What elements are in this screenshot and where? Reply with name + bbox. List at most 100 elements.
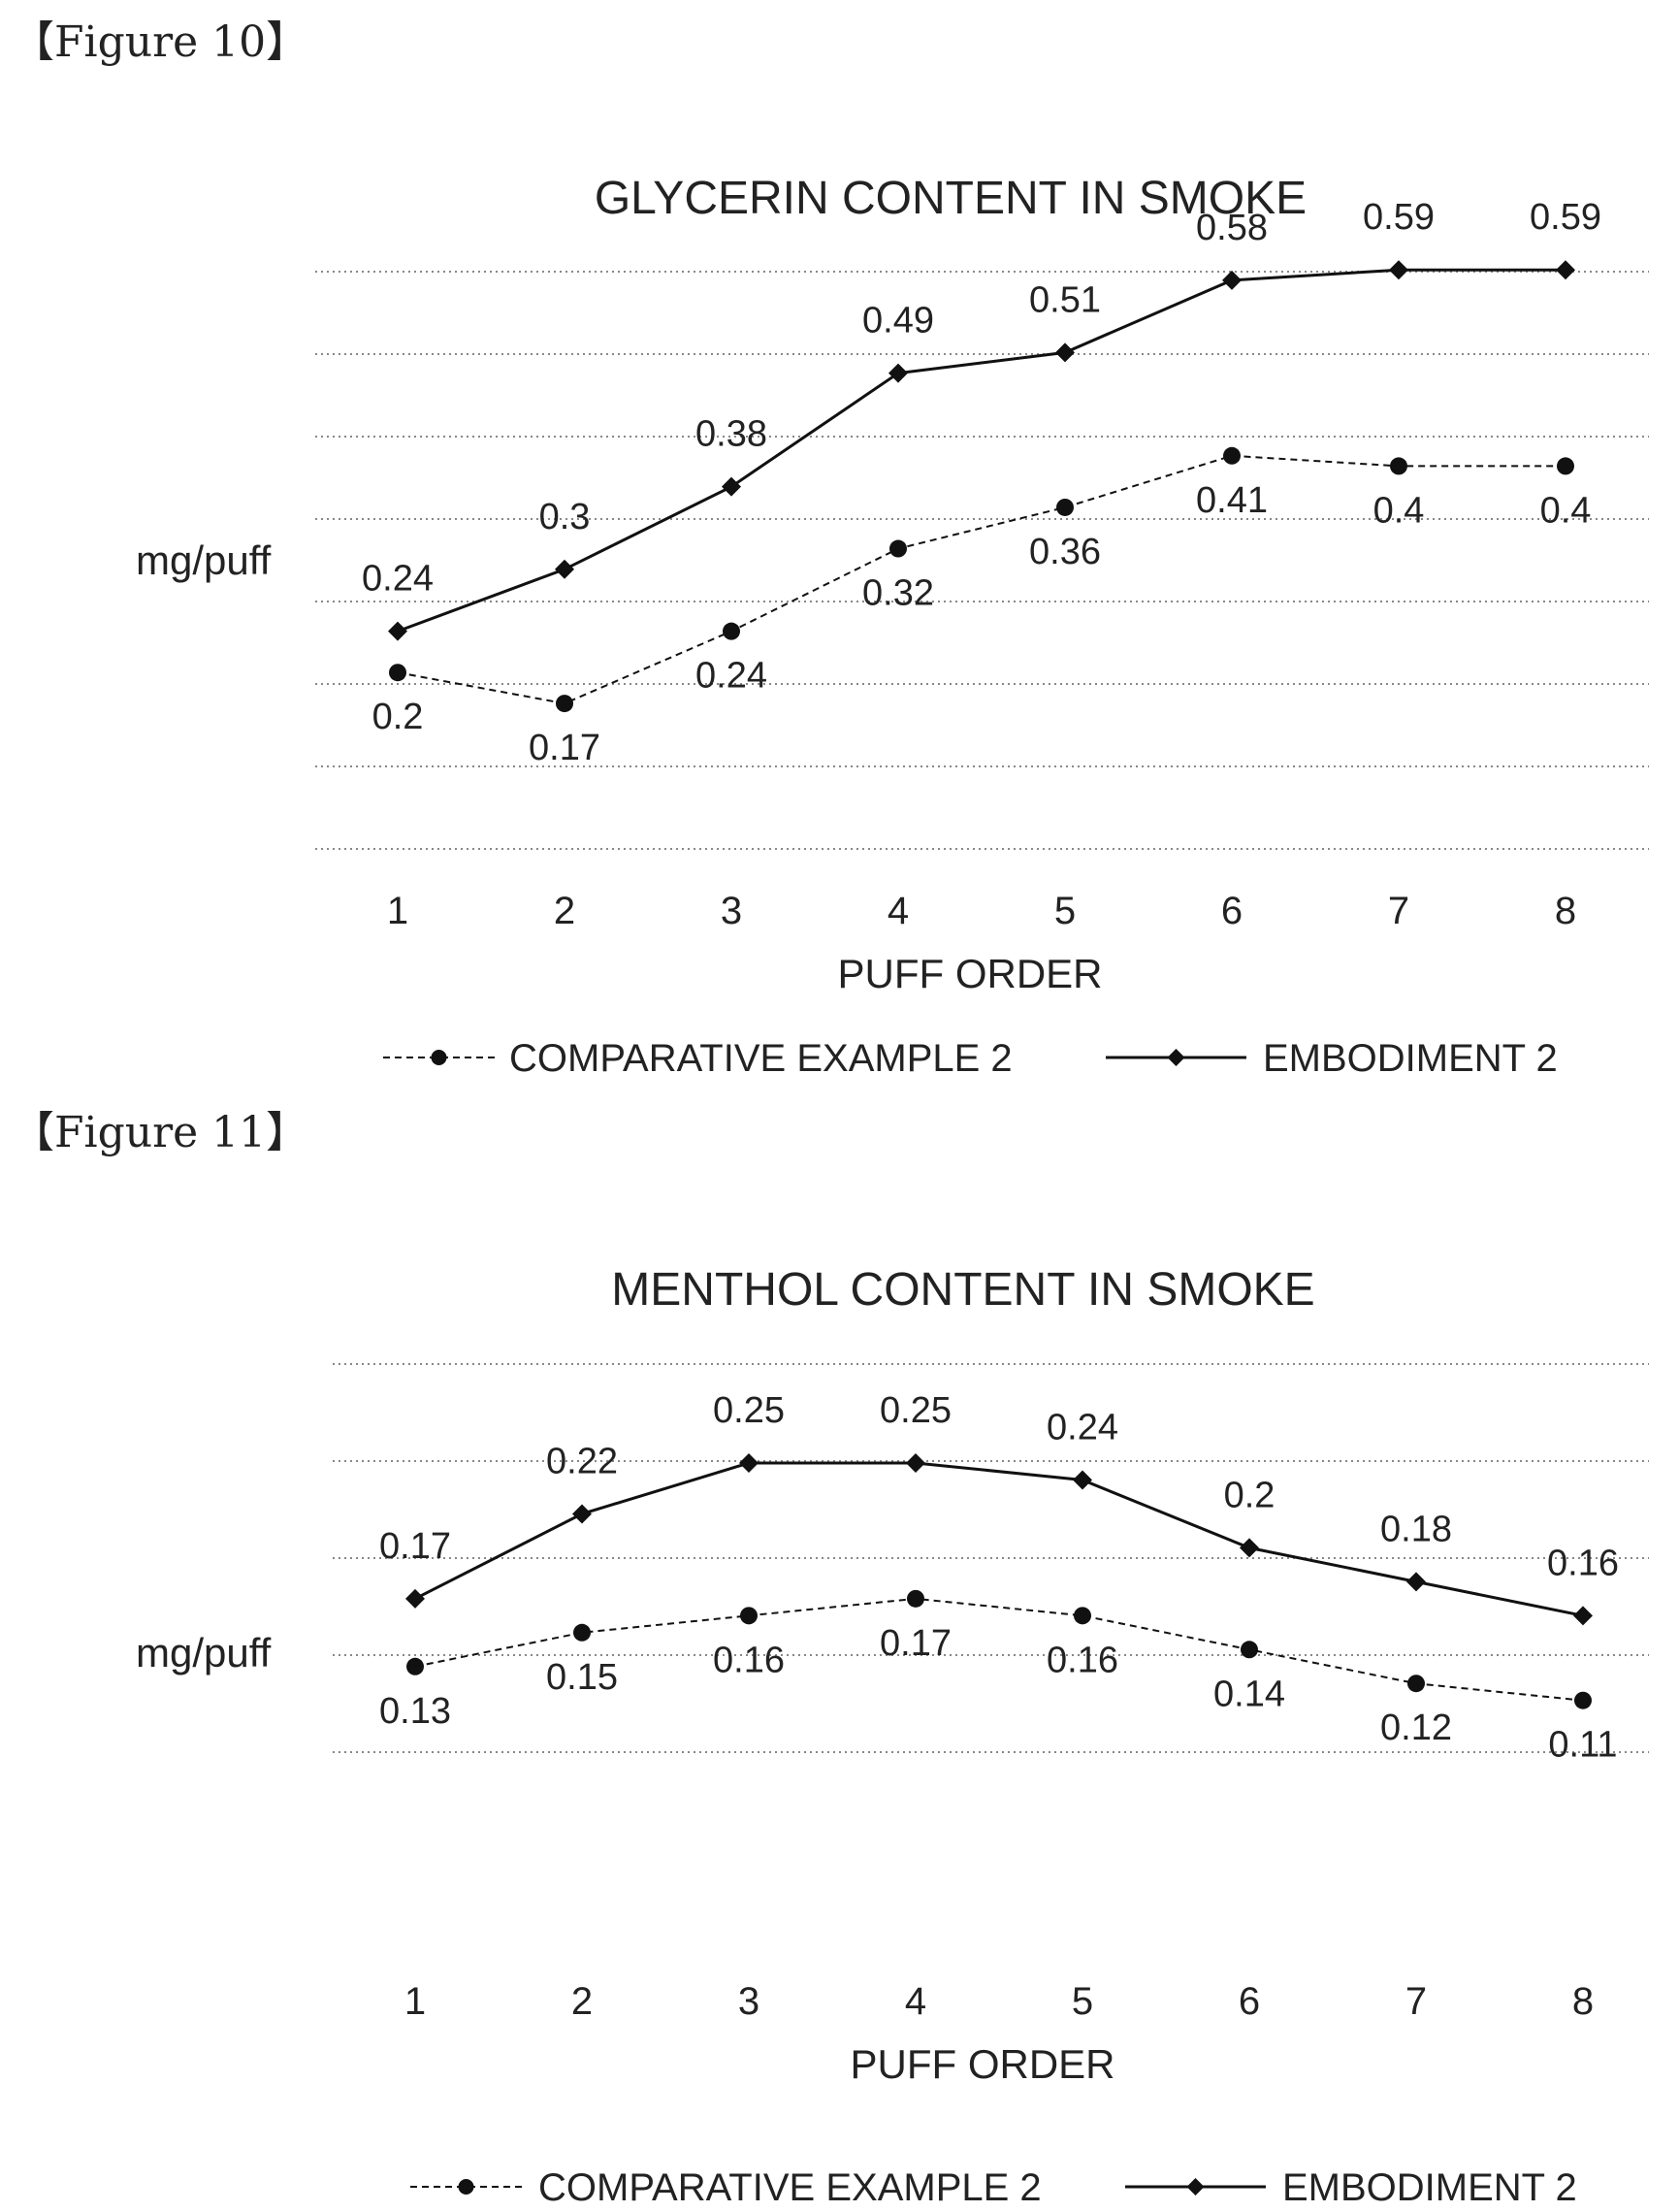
data-label: 0.25 (880, 1390, 952, 1431)
data-label: 0.14 (1213, 1674, 1285, 1714)
data-point (1557, 457, 1574, 475)
data-point (1574, 1691, 1592, 1709)
data-point (1556, 260, 1575, 280)
x-axis-label: PUFF ORDER (838, 951, 1103, 996)
data-point (555, 559, 574, 579)
series-line-comparative-example-2 (397, 454, 1566, 705)
data-label: 0.24 (695, 656, 767, 697)
data-label: 0.15 (546, 1657, 618, 1698)
data-label: 0.24 (1047, 1407, 1118, 1448)
legend-label: COMPARATIVE EXAMPLE 2 (509, 1037, 1013, 1080)
data-point (572, 1504, 592, 1524)
menthol-chart: MENTHOL CONTENT IN SMOKE mg/puff 1 2 3 4 5 6 7 8 P… (136, 1264, 1649, 2209)
legend-label: EMBODIMENT 2 (1282, 2166, 1577, 2207)
data-label: 0.38 (695, 414, 767, 455)
x-tick-label: 3 (738, 1980, 759, 2023)
data-label: 0.16 (1547, 1543, 1619, 1583)
data-label: 0.59 (1363, 197, 1435, 238)
data-label: 0.51 (1029, 279, 1101, 320)
data-point (1240, 1538, 1259, 1558)
data-label: 0.4 (1373, 490, 1425, 531)
data-point (889, 539, 907, 558)
data-label: 0.24 (362, 559, 434, 600)
x-tick-label: 6 (1239, 1980, 1260, 2023)
y-axis-label: mg/puff (136, 1630, 272, 1675)
data-label: 0.16 (1047, 1640, 1118, 1680)
data-label: 0.41 (1196, 480, 1268, 521)
x-tick-label: 7 (1388, 890, 1409, 932)
chart-title: MENTHOL CONTENT IN SMOKE (611, 1264, 1314, 1316)
x-tick-label: 8 (1572, 1980, 1594, 2023)
data-point (1407, 1675, 1425, 1693)
data-label: 0.59 (1530, 197, 1601, 238)
x-tick-label: 1 (387, 890, 408, 932)
data-label: 0.11 (1548, 1725, 1617, 1766)
data-point (1389, 260, 1408, 280)
data-label: 0.25 (713, 1390, 785, 1431)
data-label: 0.12 (1380, 1708, 1452, 1748)
data-label: 0.13 (379, 1691, 451, 1732)
data-label: 0.4 (1540, 490, 1592, 531)
x-tick-label: 4 (888, 890, 909, 932)
chart-title: GLYCERIN CONTENT IN SMOKE (595, 173, 1307, 224)
data-point (888, 363, 908, 383)
data-point (723, 622, 740, 640)
data-point (740, 1607, 758, 1625)
data-point (1223, 446, 1241, 465)
data-point (1073, 1470, 1092, 1490)
x-tick-label: 6 (1221, 890, 1243, 932)
data-point (389, 664, 406, 682)
data-label: 0.2 (1224, 1475, 1275, 1515)
data-label: 0.58 (1196, 208, 1268, 248)
data-label: 0.17 (529, 728, 600, 768)
legend-marker (458, 2179, 474, 2195)
data-point (1055, 342, 1075, 363)
x-axis-label: PUFF ORDER (851, 2041, 1115, 2087)
data-label: 0.22 (546, 1441, 618, 1481)
x-tick-label: 2 (571, 1980, 593, 2023)
data-label: 0.16 (713, 1640, 785, 1680)
data-point (906, 1453, 925, 1473)
data-point (1573, 1606, 1593, 1626)
data-label: 0.36 (1029, 532, 1101, 572)
legend-label: COMPARATIVE EXAMPLE 2 (538, 2166, 1042, 2207)
x-tick-label: 1 (404, 1980, 426, 2023)
series-line-embodiment-2 (414, 1461, 1584, 1617)
data-label: 0.3 (539, 497, 591, 537)
x-tick-label: 5 (1054, 890, 1076, 932)
data-point (573, 1623, 591, 1642)
figure-10-label: 【Figure 10】 (12, 17, 308, 67)
x-tick-label: 4 (905, 1980, 926, 2023)
x-tick-label: 8 (1555, 890, 1576, 932)
data-point (907, 1589, 924, 1608)
x-tick-label: 2 (554, 890, 575, 932)
legend-marker (1167, 1049, 1185, 1066)
data-label: 0.49 (862, 301, 934, 342)
glycerin-chart: GLYCERIN CONTENT IN SMOKE mg/puff 1 2 3 4 5 6 7 8… (136, 173, 1649, 1080)
data-point (1056, 498, 1074, 516)
x-tick-label: 7 (1405, 1980, 1427, 2023)
data-point (406, 1657, 424, 1675)
x-tick-label: 5 (1072, 1980, 1093, 2023)
x-tick-label: 3 (721, 890, 742, 932)
data-label: 0.32 (862, 573, 934, 614)
data-point (1390, 457, 1407, 475)
data-point (1241, 1641, 1258, 1659)
data-point (1222, 270, 1242, 290)
data-point (1074, 1607, 1091, 1625)
data-point (739, 1453, 759, 1473)
data-point (722, 476, 741, 497)
data-label: 0.17 (880, 1623, 952, 1664)
data-label: 0.18 (1380, 1509, 1452, 1549)
data-point (388, 621, 407, 641)
y-axis-label: mg/puff (136, 537, 272, 583)
legend-label: EMBODIMENT 2 (1263, 1037, 1558, 1080)
legend-marker (1186, 2178, 1205, 2196)
data-point (1406, 1572, 1426, 1592)
data-point (556, 695, 573, 713)
figure-11-label: 【Figure 11】 (12, 1108, 308, 1157)
data-point (405, 1588, 425, 1609)
data-label: 0.17 (379, 1526, 451, 1567)
